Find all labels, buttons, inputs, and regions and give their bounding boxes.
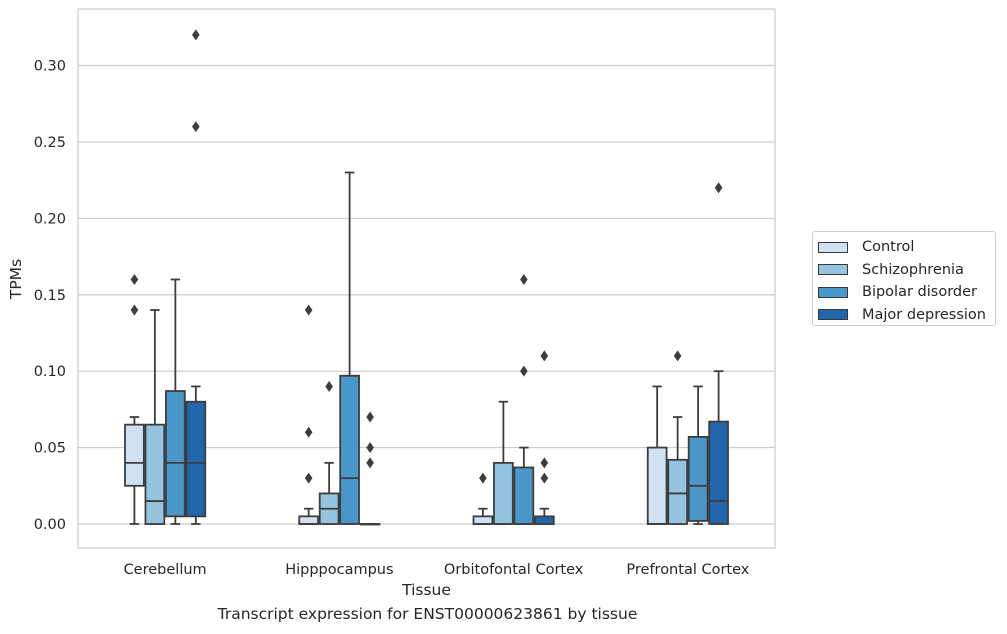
outlier-point xyxy=(540,457,549,469)
outlier-point xyxy=(304,304,313,316)
outlier-point xyxy=(673,350,682,362)
outlier-point xyxy=(130,304,139,316)
box-3-0 xyxy=(646,385,668,525)
y-axis-ticks: 0.00 0.05 0.10 0.15 0.20 0.25 0.30 xyxy=(34,59,66,534)
box-body xyxy=(708,420,729,525)
legend-swatch-control xyxy=(818,241,848,253)
box-1-0 xyxy=(298,304,319,525)
legend-item-control: Control xyxy=(818,236,995,259)
outlier-point xyxy=(479,472,487,484)
x-axis-ticks: Cerebellum Hipppocampus Orbitofontal Corte… xyxy=(124,562,750,578)
legend-label-major-depression: Major depression xyxy=(862,306,986,323)
box-body xyxy=(339,374,360,525)
outlier-point xyxy=(192,29,200,41)
plot-area-frame xyxy=(77,8,776,549)
box-body xyxy=(165,390,186,518)
x-tick-label: Cerebellum xyxy=(124,562,207,578)
legend-label-control: Control xyxy=(862,239,915,256)
box-0-3 xyxy=(185,29,207,525)
y-tick-label: 0.20 xyxy=(34,211,66,227)
box-2-3 xyxy=(534,350,555,525)
box-body xyxy=(298,515,319,525)
legend-item-bipolar-disorder: Bipolar disorder xyxy=(818,281,995,304)
box-0-0 xyxy=(124,273,145,525)
box-2-0 xyxy=(472,472,494,525)
box-2-2 xyxy=(513,273,535,525)
x-tick-label: Hipppocampus xyxy=(285,562,393,578)
outlier-point xyxy=(192,121,200,133)
legend-label-bipolar-disorder: Bipolar disorder xyxy=(862,284,977,301)
outlier-point xyxy=(325,380,333,392)
box-body xyxy=(534,515,555,525)
legend-swatch-bipolar-disorder xyxy=(818,286,848,298)
y-axis-label: TPMs xyxy=(7,259,25,300)
box-2-1 xyxy=(493,400,514,525)
box-3-1 xyxy=(667,350,688,525)
box-3-3 xyxy=(708,182,729,525)
outlier-point xyxy=(130,273,139,285)
outlier-point xyxy=(304,426,313,438)
outlier-point xyxy=(366,442,374,454)
box-body xyxy=(185,400,207,518)
y-tick-label: 0.15 xyxy=(34,288,66,304)
box-1-2 xyxy=(339,171,360,525)
y-tick-label: 0.00 xyxy=(34,517,66,533)
x-tick-label: Prefrontal Cortex xyxy=(626,562,749,578)
outlier-point xyxy=(304,472,313,484)
box-body xyxy=(667,458,688,525)
legend-item-major-depression: Major depression xyxy=(818,304,995,327)
box-0-1 xyxy=(144,309,166,525)
outlier-point xyxy=(366,457,374,469)
box-body xyxy=(646,446,668,525)
y-tick-label: 0.05 xyxy=(34,441,66,457)
outlier-point xyxy=(520,273,528,285)
box-body xyxy=(144,423,166,525)
box-body xyxy=(472,515,494,525)
boxes xyxy=(124,29,729,526)
box-0-2 xyxy=(165,278,186,525)
outlier-point xyxy=(540,350,549,362)
legend-label-schizophrenia: Schizophrenia xyxy=(862,261,964,278)
box-body xyxy=(124,423,145,487)
outlier-point xyxy=(540,472,549,484)
box-1-3 xyxy=(359,411,381,526)
legend-swatch-schizophrenia xyxy=(818,264,848,276)
box-body xyxy=(687,435,709,522)
box-body xyxy=(493,461,514,525)
y-tick-label: 0.30 xyxy=(34,59,66,75)
x-axis-label: Tissue xyxy=(401,581,451,599)
y-tick-label: 0.25 xyxy=(34,135,66,151)
legend: Control Schizophrenia Bipolar disorder M… xyxy=(812,231,996,326)
outlier-point xyxy=(366,411,374,423)
x-tick-label: Orbitofontal Cortex xyxy=(444,562,584,578)
legend-item-schizophrenia: Schizophrenia xyxy=(818,259,995,282)
figure-caption: Transcript expression for ENST0000062386… xyxy=(217,605,638,623)
legend-swatch-major-depression xyxy=(818,309,848,321)
outlier-point xyxy=(520,365,528,377)
box-1-1 xyxy=(318,380,340,525)
y-tick-label: 0.10 xyxy=(34,364,66,380)
box-3-2 xyxy=(687,385,709,525)
box-body xyxy=(513,466,535,525)
outlier-point xyxy=(714,182,723,194)
